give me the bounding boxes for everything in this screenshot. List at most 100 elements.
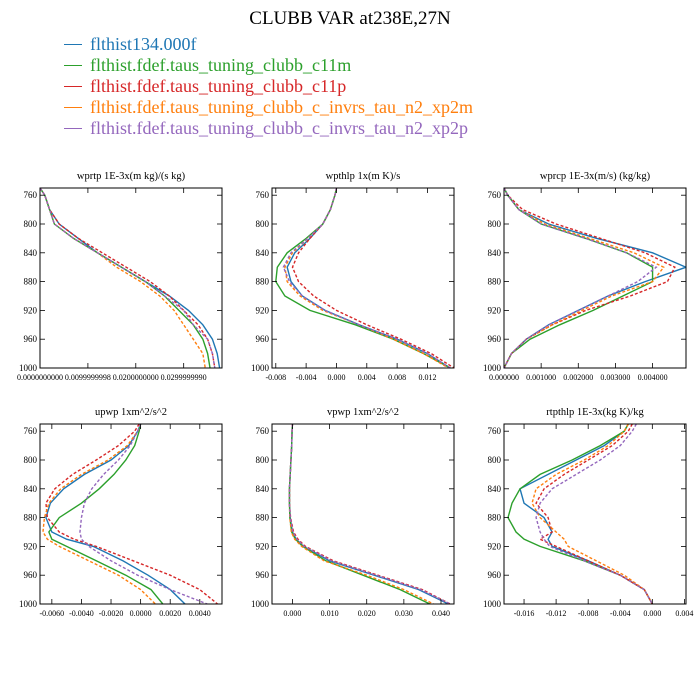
chart-title: CLUBB VAR at238E,27N <box>249 8 451 29</box>
y-tick-label: 960 <box>24 334 38 344</box>
x-tick-label: -0.016 <box>514 609 535 618</box>
legend-label: flthist.fdef.taus_tuning_clubb_c_invrs_t… <box>90 97 473 117</box>
series-line <box>507 424 653 604</box>
chart-panel: wpthlp 1x(m K)/s7608008408809209601000-0… <box>251 171 455 382</box>
y-tick-label: 800 <box>256 219 270 229</box>
x-tick-label: -0.008 <box>265 373 286 382</box>
y-tick-label: 840 <box>24 248 38 258</box>
legend-swatch <box>64 43 82 45</box>
y-tick-label: 800 <box>24 219 38 229</box>
series-line <box>40 188 221 368</box>
x-tick-label: -0.004 <box>296 373 317 382</box>
y-tick-label: 920 <box>488 305 502 315</box>
series-group <box>507 424 653 604</box>
x-tick-label: 0.008 <box>388 373 406 382</box>
series-line <box>531 424 653 604</box>
y-tick-label: 1000 <box>19 599 38 609</box>
x-tick-label: 0.0000 <box>130 609 152 618</box>
plot-frame <box>39 187 223 369</box>
plot-frame <box>271 423 455 605</box>
x-tick-label: 0.010 <box>321 609 339 618</box>
x-tick-label: 0.0099999998 <box>65 373 111 382</box>
chart-panel: rtpthlp 1E-3x(kg K)/kg 760 800 840 880 920 960… <box>483 407 693 618</box>
y-tick-label: 960 <box>256 570 270 580</box>
y-tick-label: 960 <box>24 570 38 580</box>
x-tick-label: 0.0299999990 <box>161 373 207 382</box>
y-tick-label: 920 <box>24 541 38 551</box>
y-tick-label: 920 <box>488 541 502 551</box>
y-tick-label: 840 <box>488 248 502 258</box>
x-tick-label: 0.0200000000 <box>113 373 159 382</box>
y-tick-label: 960 <box>488 334 502 344</box>
panel-title: wprtp 1E-3x(m kg)/(s kg) <box>77 171 186 182</box>
y-tick-label: 1000 <box>251 599 270 609</box>
x-tick-label: -0.012 <box>546 609 567 618</box>
series-line <box>288 424 451 604</box>
legend-item: flthist.fdef.taus_tuning_clubb_c_invrs_t… <box>64 118 473 139</box>
series-line <box>42 424 156 604</box>
series-line <box>284 188 450 368</box>
plot-frame <box>503 187 687 369</box>
x-tick-label: 0.000000 <box>489 373 519 382</box>
y-tick-label: 800 <box>488 219 502 229</box>
series-line <box>535 424 653 604</box>
series-line <box>288 424 434 604</box>
x-tick-label: 0.0000000000 <box>17 373 63 382</box>
chart-panel: wprtp 1E-3x(m kg)/(s kg) 760 800 840 880 920 9… <box>17 171 223 382</box>
y-tick-label: 760 <box>256 190 270 200</box>
series-line <box>48 424 164 604</box>
chart-panel: vpwp 1xm^2/s^2 760 800 840 880 920 960 1000 0.00… <box>251 407 455 618</box>
y-tick-label: 760 <box>24 190 38 200</box>
x-tick-label: 0.002000 <box>563 373 593 382</box>
y-tick-label: 1000 <box>19 363 38 373</box>
legend-label: flthist.fdef.taus_tuning_clubb_c11m <box>90 55 352 75</box>
legend-label: flthist.fdef.taus_tuning_clubb_c11p <box>90 76 347 96</box>
y-tick-label: 1000 <box>483 599 502 609</box>
series-line <box>40 188 216 368</box>
y-tick-label: 920 <box>256 541 270 551</box>
x-tick-label: -0.0060 <box>40 609 65 618</box>
y-tick-label: 760 <box>256 426 270 436</box>
legend-swatch <box>64 127 82 129</box>
y-tick-label: 920 <box>256 305 270 315</box>
y-tick-label: 760 <box>488 190 502 200</box>
series-group <box>504 188 686 368</box>
x-tick-label: 0.004 <box>358 373 376 382</box>
y-tick-label: 880 <box>256 277 270 287</box>
series-line <box>282 188 451 368</box>
x-tick-label: 0.0020 <box>159 609 181 618</box>
legend-label: flthist134.000f <box>90 34 197 54</box>
series-line <box>286 188 451 368</box>
y-tick-label: 1000 <box>483 363 502 373</box>
x-tick-label: 0.012 <box>418 373 436 382</box>
legend-swatch <box>64 106 82 108</box>
plot-frame <box>503 423 687 605</box>
x-tick-label: 0.001000 <box>526 373 556 382</box>
y-tick-label: 920 <box>24 305 38 315</box>
series-line <box>79 424 208 604</box>
y-tick-label: 800 <box>488 455 502 465</box>
legend-label: flthist.fdef.taus_tuning_clubb_c_invrs_t… <box>90 118 468 138</box>
series-group <box>288 424 451 604</box>
series-line <box>275 188 451 368</box>
plot-frame <box>271 187 455 369</box>
series-line <box>519 424 653 604</box>
y-tick-label: 800 <box>256 455 270 465</box>
legend-swatch <box>64 64 82 66</box>
y-tick-label: 880 <box>24 513 38 523</box>
y-tick-label: 800 <box>24 455 38 465</box>
series-group <box>42 424 219 604</box>
series-line <box>45 424 186 604</box>
legend-swatch <box>64 85 82 87</box>
series-line <box>535 424 653 604</box>
x-tick-label: 0.020 <box>358 609 376 618</box>
series-line <box>40 188 216 368</box>
y-tick-label: 760 <box>488 426 502 436</box>
y-tick-label: 760 <box>24 426 38 436</box>
y-tick-label: 880 <box>24 277 38 287</box>
x-tick-label: 0.000 <box>643 609 661 618</box>
y-tick-label: 880 <box>488 277 502 287</box>
series-line <box>288 424 431 604</box>
legend-item: flthist134.000f <box>64 34 473 55</box>
